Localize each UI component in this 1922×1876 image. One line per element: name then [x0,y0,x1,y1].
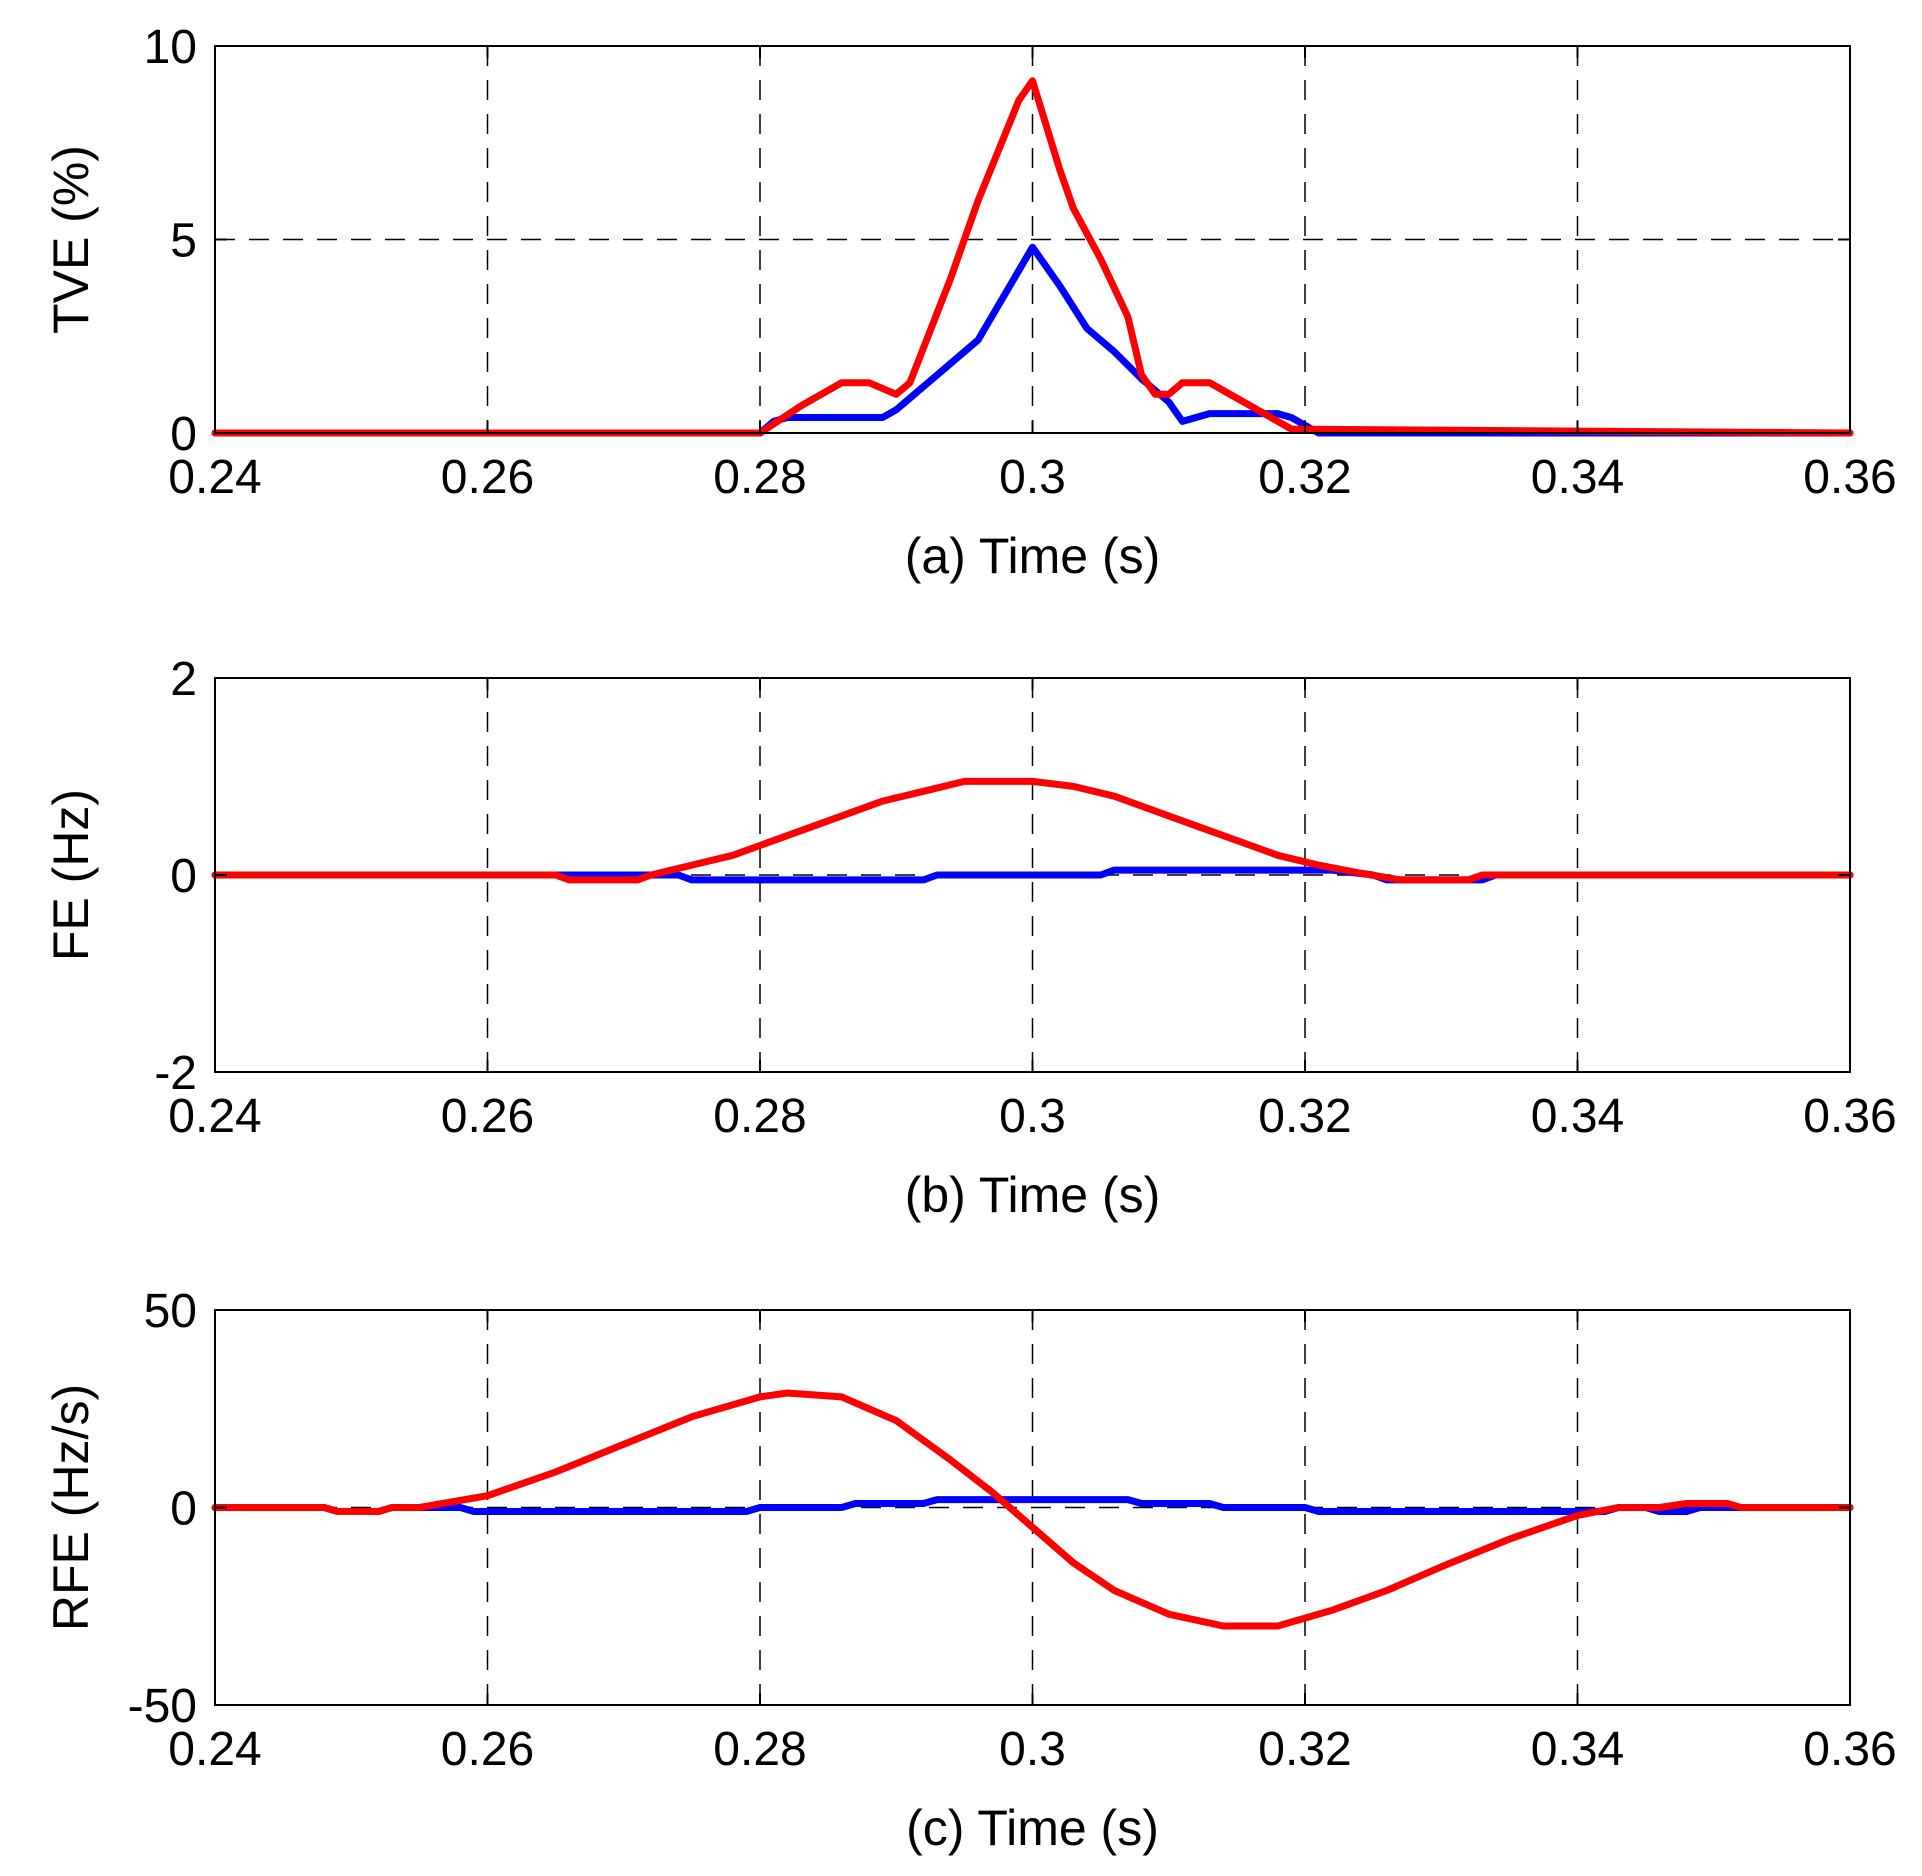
series-line-red [211,777,1854,884]
y-tick-label: 0 [170,408,197,461]
x-tick-label: 0.26 [441,451,534,504]
y-tick-label: -2 [154,1047,197,1100]
x-tick-label: 0.34 [1531,1090,1624,1143]
x-tick-label: 0.24 [168,451,261,504]
y-tick-label: 5 [170,215,197,268]
y-tick-label: -50 [128,1680,197,1733]
x-axis-label: (b) Time (s) [905,1167,1161,1223]
x-tick-label: 0.28 [713,1723,806,1776]
x-tick-label: 0.34 [1531,1723,1624,1776]
y-tick-label: 2 [170,653,197,706]
x-axis-label: (a) Time (s) [905,528,1161,584]
series-line-red [211,1389,1854,1630]
x-tick-label: 0.28 [713,451,806,504]
x-tick-label: 0.34 [1531,451,1624,504]
x-tick-label: 0.26 [441,1090,534,1143]
x-tick-label: 0.36 [1803,1723,1896,1776]
series-line-blue [211,243,1854,437]
x-tick-label: 0.36 [1803,1090,1896,1143]
panel-b: 0.24 0.26 0.28 0.3 0.32 0.34 0.36 -2 0 2 (b) Time … [43,653,1897,1223]
x-tick-label: 0.36 [1803,451,1896,504]
x-tick-label: 0.32 [1258,451,1351,504]
y-tick-label: 0 [170,1483,197,1536]
x-tick-label: 0.3 [999,451,1066,504]
x-tick-label: 0.28 [713,1090,806,1143]
x-tick-label: 0.26 [441,1723,534,1776]
x-tick-label: 0.32 [1258,1090,1351,1143]
x-axis-label: (c) Time (s) [906,1800,1159,1856]
y-axis-label: FE (Hz) [43,789,99,961]
y-tick-label: 10 [144,21,197,74]
x-tick-label: 0.24 [168,1090,261,1143]
panel-c: 0.24 0.26 0.28 0.3 0.32 0.34 0.36 -50 0 50 (c) Tim… [43,1285,1897,1856]
x-tick-label: 0.24 [168,1723,261,1776]
series-line-red [211,77,1854,437]
panel-a: 0.24 0.26 0.28 0.3 0.32 0.34 0.36 0 5 10 (a) Time … [43,21,1897,584]
y-axis-label: RFE (Hz/s) [43,1384,99,1631]
x-tick-label: 0.3 [999,1090,1066,1143]
x-tick-label: 0.3 [999,1723,1066,1776]
x-tick-label: 0.32 [1258,1723,1351,1776]
y-tick-label: 50 [144,1285,197,1338]
y-tick-label: 0 [170,850,197,903]
y-axis-label: TVE (%) [43,145,99,334]
